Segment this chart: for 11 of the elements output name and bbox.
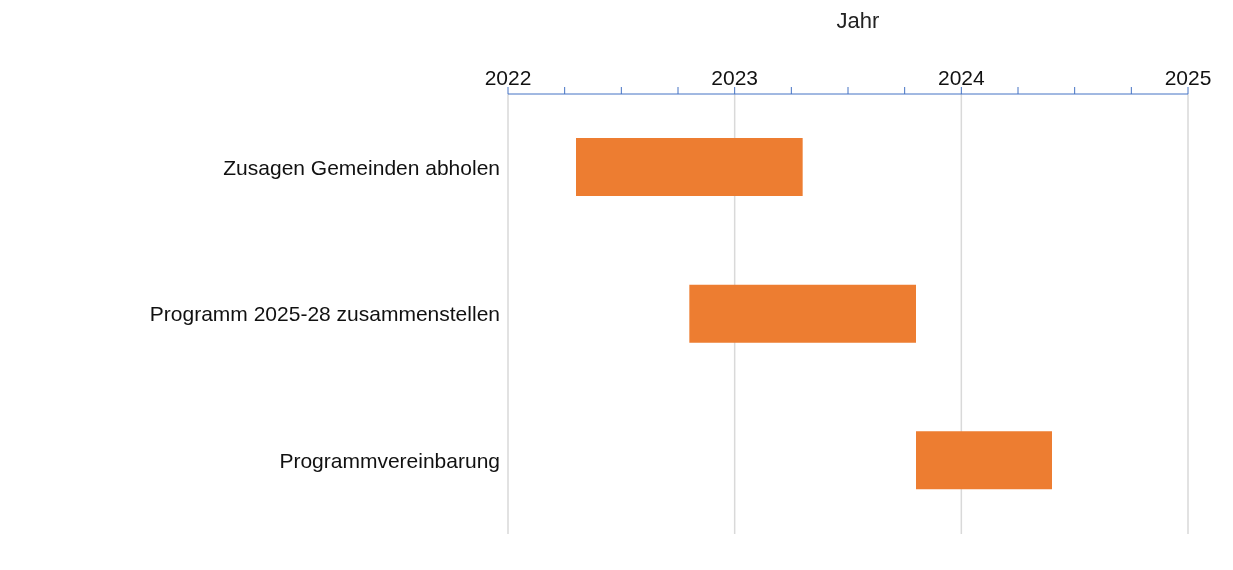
x-axis-title: Jahr xyxy=(835,8,881,34)
x-tick-label: 2023 xyxy=(711,66,759,89)
y-tick-label: Zusagen Gemeinden abholen xyxy=(223,155,500,179)
bar xyxy=(916,431,1052,490)
bar xyxy=(689,284,916,343)
x-tick-label: 2024 xyxy=(937,66,986,89)
x-tick-label: 2022 xyxy=(484,66,532,89)
bar xyxy=(576,138,803,196)
y-tick-label: Programmvereinbarung xyxy=(279,449,500,473)
y-tick-label: Programm 2025-28 zusammenstellen xyxy=(149,302,500,326)
x-tick-label: 2025 xyxy=(1164,66,1212,89)
